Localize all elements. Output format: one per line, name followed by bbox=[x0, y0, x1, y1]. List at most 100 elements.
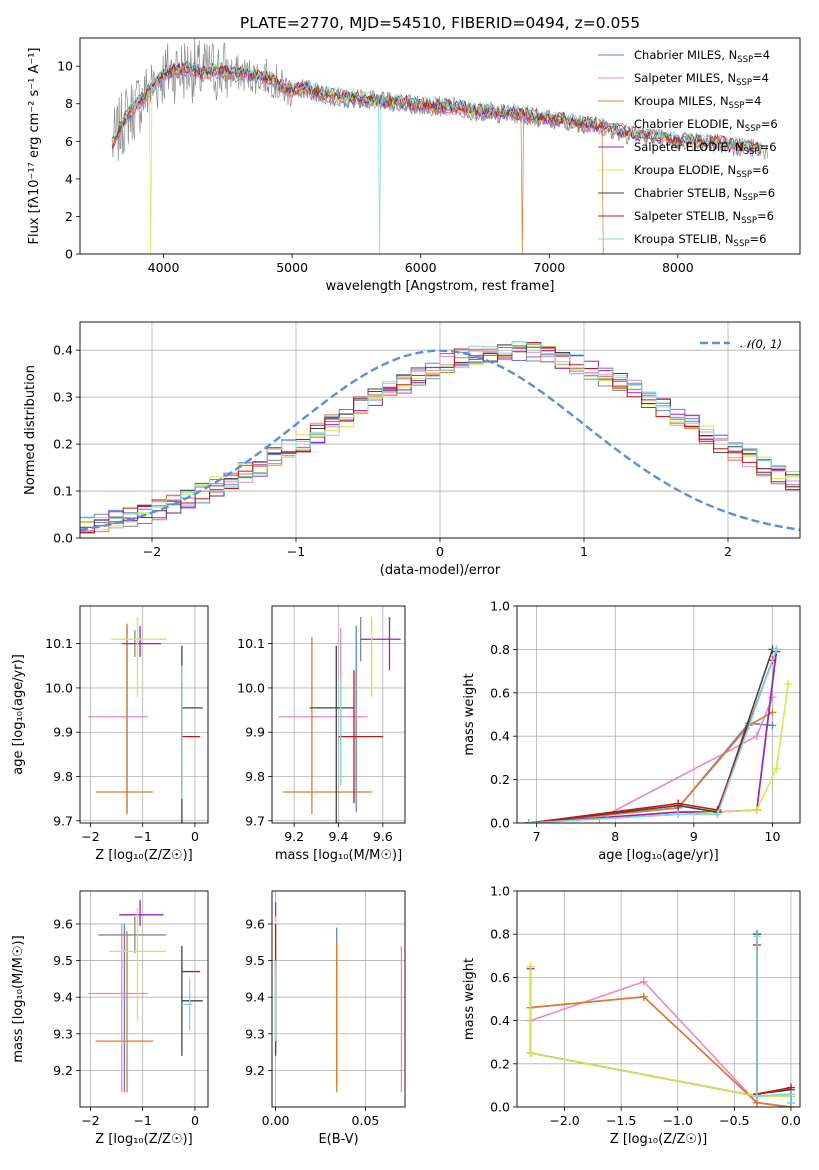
legend-subscript: SSP bbox=[745, 124, 761, 134]
y-axis-label: Normed distribution bbox=[23, 365, 38, 495]
x-tick-label: 1 bbox=[580, 544, 588, 559]
axes-frame bbox=[271, 605, 406, 824]
legend-tail: =6 bbox=[758, 186, 775, 200]
axes-frame bbox=[79, 890, 209, 1108]
x-tick-label: −1 bbox=[133, 829, 151, 844]
y-tick-label: 9.4 bbox=[245, 990, 265, 1005]
legend-tail: =4 bbox=[753, 48, 770, 62]
data-point-marker bbox=[768, 708, 777, 717]
normal-curve bbox=[80, 349, 800, 531]
y-tick-label: 0.0 bbox=[490, 816, 510, 831]
data-point-marker bbox=[786, 1090, 795, 1099]
x-tick-label: 9 bbox=[690, 829, 698, 844]
y-tick-label: 9.3 bbox=[245, 1026, 265, 1041]
y-tick-label: 9.2 bbox=[245, 1063, 265, 1078]
plot-area bbox=[274, 901, 403, 1093]
y-tick-label: 0 bbox=[65, 247, 73, 262]
series-line bbox=[529, 966, 791, 1097]
y-tick-label: 9.5 bbox=[53, 953, 73, 968]
data-point-marker bbox=[784, 680, 793, 689]
histogram-series bbox=[80, 341, 800, 519]
plot-area bbox=[524, 645, 793, 823]
legend-entry: Kroupa ELODIE, NSSP=6 bbox=[634, 163, 769, 180]
data-point-marker bbox=[786, 1098, 795, 1107]
grid bbox=[80, 891, 208, 1107]
legend-entry: Chabrier STELIB, NSSP=6 bbox=[634, 186, 775, 203]
plot-area bbox=[278, 617, 401, 823]
x-tick-label: 9.4 bbox=[329, 829, 349, 844]
series-line bbox=[528, 649, 778, 823]
y-tick-label: 10 bbox=[57, 59, 73, 74]
x-tick-label: 4000 bbox=[148, 260, 180, 275]
x-tick-label: 7000 bbox=[533, 260, 565, 275]
y-tick-label: 10.0 bbox=[45, 680, 73, 695]
legend-tail: =4 bbox=[744, 94, 761, 108]
legend-subscript: SSP bbox=[737, 55, 753, 65]
data-point-marker bbox=[772, 764, 781, 773]
histogram-series bbox=[80, 346, 800, 527]
data-point-marker bbox=[713, 810, 722, 819]
y-tick-label: 0.2 bbox=[490, 1056, 510, 1071]
axes-age-vs-Z: −2 −1 0 9.7 9.8 9.9 10.0 10.1 Z [log₁₀(Z/Z☉)] age… bbox=[11, 605, 209, 863]
x-axis-label: mass [log₁₀(M/M☉)] bbox=[275, 848, 402, 863]
legend-subscript: SSP bbox=[744, 147, 760, 157]
series-line bbox=[529, 966, 791, 1097]
x-tick-label: −1.0 bbox=[663, 1113, 693, 1128]
axes-mass-vs-Z: −2 −1 0 9.2 9.3 9.4 9.5 9.6 Z [log₁₀(Z/Z☉)] mass … bbox=[11, 890, 209, 1147]
data-point-marker bbox=[772, 645, 781, 654]
y-tick-label: 6 bbox=[65, 134, 73, 149]
y-tick-label: 9.9 bbox=[245, 725, 265, 740]
y-axis-label: age [log₁₀(age/yr)] bbox=[11, 654, 26, 775]
legend-entry: Chabrier MILES, NSSP=4 bbox=[634, 48, 770, 65]
y-tick-label: 0.4 bbox=[490, 729, 510, 744]
y-tick-label: 1.0 bbox=[490, 599, 510, 614]
x-tick-label: 0.0 bbox=[781, 1113, 801, 1128]
model-spectrum-line bbox=[111, 62, 762, 254]
y-tick-label: 9.2 bbox=[53, 1063, 73, 1078]
x-tick-label: 9.6 bbox=[373, 829, 393, 844]
data-point-marker bbox=[524, 819, 533, 823]
y-tick-label: 0.0 bbox=[490, 1100, 510, 1115]
x-tick-label: −1 bbox=[133, 1113, 151, 1128]
y-tick-label: 9.5 bbox=[245, 953, 265, 968]
y-tick-label: 9.6 bbox=[53, 916, 73, 931]
x-tick-label: 0.05 bbox=[352, 1113, 380, 1128]
series-line bbox=[756, 936, 792, 1103]
axes-age-vs-mass: 9.2 9.4 9.6 9.7 9.8 9.9 10.0 10.1 mass [log₁₀(M/… bbox=[237, 605, 406, 863]
data-point-marker bbox=[674, 799, 683, 808]
x-tick-label: 7 bbox=[533, 829, 541, 844]
data-point-marker bbox=[526, 962, 535, 971]
histogram-series bbox=[80, 342, 800, 534]
y-tick-label: 0.4 bbox=[53, 343, 73, 358]
y-tick-label: 0.6 bbox=[490, 970, 510, 985]
axes-mass-weight-vs-Z: −2.0 −1.5 −1.0 −0.5 0.0 0.0 0.2 0.4 0.6 0.8 1.0 Z [… bbox=[462, 884, 801, 1148]
y-tick-label: 2 bbox=[65, 209, 73, 224]
x-axis-label: (data-model)/error bbox=[380, 563, 501, 578]
y-tick-label: 9.7 bbox=[245, 813, 265, 828]
legend-tail: =6 bbox=[752, 163, 769, 177]
legend-entry: 𝒩(0, 1) bbox=[740, 337, 782, 351]
model-spectrum-line bbox=[111, 60, 762, 254]
series-line bbox=[528, 711, 773, 823]
x-tick-label: 8000 bbox=[662, 260, 694, 275]
plot-area bbox=[80, 341, 800, 534]
axes-frame bbox=[516, 605, 801, 824]
legend-entry: Salpeter STELIB, NSSP=6 bbox=[634, 209, 774, 226]
series-line bbox=[756, 945, 792, 1103]
legend-tail: =6 bbox=[757, 209, 774, 223]
grid bbox=[517, 605, 800, 824]
x-tick-label: 8 bbox=[611, 829, 619, 844]
x-tick-label: 5000 bbox=[276, 260, 308, 275]
axes-frame bbox=[79, 605, 209, 824]
y-tick-label: 4 bbox=[65, 171, 73, 186]
x-tick-label: 10 bbox=[765, 829, 781, 844]
legend-subscript: SSP bbox=[734, 239, 750, 249]
y-tick-label: 0.8 bbox=[490, 642, 510, 657]
legend-tail: =6 bbox=[761, 117, 778, 131]
x-tick-label: 0.00 bbox=[262, 1113, 290, 1128]
legend-entry: Salpeter ELODIE, NSSP=6 bbox=[634, 140, 777, 157]
x-tick-label: −2 bbox=[81, 829, 99, 844]
y-tick-label: 9.7 bbox=[53, 813, 73, 828]
data-point-marker bbox=[526, 1049, 535, 1057]
